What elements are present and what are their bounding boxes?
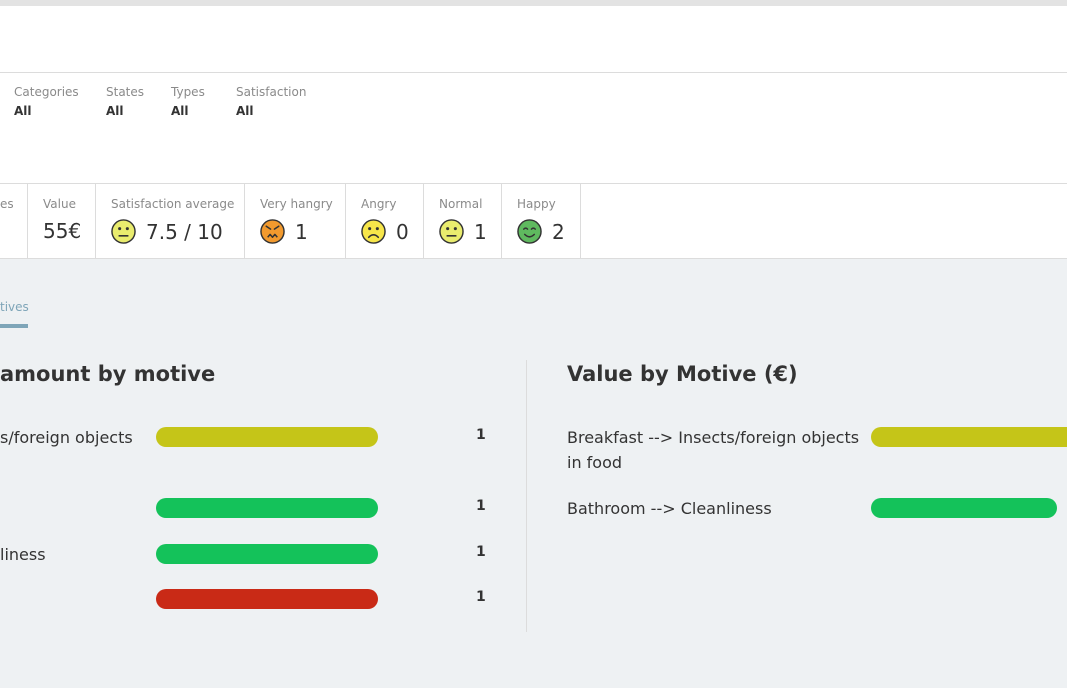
motive-bar xyxy=(156,589,378,609)
motive-label: s/foreign objects xyxy=(0,428,133,447)
amount-by-motive-title: amount by motive xyxy=(0,362,216,386)
stats-bar-empty xyxy=(581,184,1067,259)
motive-bar xyxy=(156,498,378,518)
motive-label: liness xyxy=(0,545,46,564)
motive-count: 1 xyxy=(476,544,486,560)
motive-label: Breakfast --> Insects/foreign objects in… xyxy=(567,428,860,472)
stat-happy: Happy 2 xyxy=(502,184,581,259)
tab-active-indicator xyxy=(0,324,28,328)
filter-value: All xyxy=(14,104,32,118)
filter-types[interactable]: Types All xyxy=(171,85,205,118)
stat-number: 55€ xyxy=(43,219,82,243)
stat-label: Satisfaction average xyxy=(111,197,235,211)
filter-label: States xyxy=(106,85,145,99)
stat-number: 0 xyxy=(396,219,409,244)
header-area xyxy=(0,6,1067,73)
stat-normal: Normal 1 xyxy=(424,184,502,259)
filter-label: Satisfaction xyxy=(236,85,307,99)
stat-label: Value xyxy=(43,197,76,211)
motive-count: 1 xyxy=(476,589,486,605)
stat-number: 1 xyxy=(295,219,308,244)
sad-face-icon xyxy=(361,219,386,244)
filter-label: Types xyxy=(171,85,205,99)
filter-value: All xyxy=(171,104,189,118)
filter-value: All xyxy=(106,104,124,118)
stat-angry: Angry 0 xyxy=(346,184,424,259)
filters-bar: Categories All States All Types All Sati… xyxy=(0,73,1067,184)
stat-number: 7.5 / 10 xyxy=(146,219,223,244)
motive-bar xyxy=(871,427,1067,447)
motive-label: Bathroom --> Cleanliness xyxy=(567,499,772,518)
stats-bar: es Value 55€ Satisfaction average 7.5 / … xyxy=(0,184,581,259)
value-by-motive-title: Value by Motive (€) xyxy=(567,362,798,386)
stat-label: Angry xyxy=(361,197,397,211)
stat-label: Happy xyxy=(517,197,556,211)
stat-label: Very hangry xyxy=(260,197,333,211)
tab-motives[interactable]: tives xyxy=(0,300,29,314)
stat-value: Value 55€ xyxy=(28,184,96,259)
motive-count: 1 xyxy=(476,427,486,443)
filter-label: Categories xyxy=(14,85,79,99)
furious-face-icon xyxy=(260,219,285,244)
chart-divider xyxy=(526,360,527,632)
filter-satisfaction[interactable]: Satisfaction All xyxy=(236,85,306,118)
motive-bar xyxy=(156,427,378,447)
stat-very-hangry: Very hangry 1 xyxy=(245,184,346,259)
stat-number: 2 xyxy=(552,219,565,244)
motive-bar xyxy=(871,498,1057,518)
neutral-face-icon xyxy=(439,219,464,244)
neutral-face-icon xyxy=(111,219,136,244)
motive-count: 1 xyxy=(476,498,486,514)
stat-label: es xyxy=(0,197,14,211)
stat-number: 1 xyxy=(474,219,487,244)
stat-satisfaction: Satisfaction average 7.5 / 10 xyxy=(96,184,245,259)
filter-categories[interactable]: Categories All xyxy=(14,85,79,118)
filter-states[interactable]: States All xyxy=(106,85,144,118)
smiling-face-icon xyxy=(517,219,542,244)
filter-value: All xyxy=(236,104,254,118)
stat-cut: es xyxy=(0,184,28,259)
stat-label: Normal xyxy=(439,197,483,211)
motive-bar xyxy=(156,544,378,564)
top-border xyxy=(0,0,1067,6)
